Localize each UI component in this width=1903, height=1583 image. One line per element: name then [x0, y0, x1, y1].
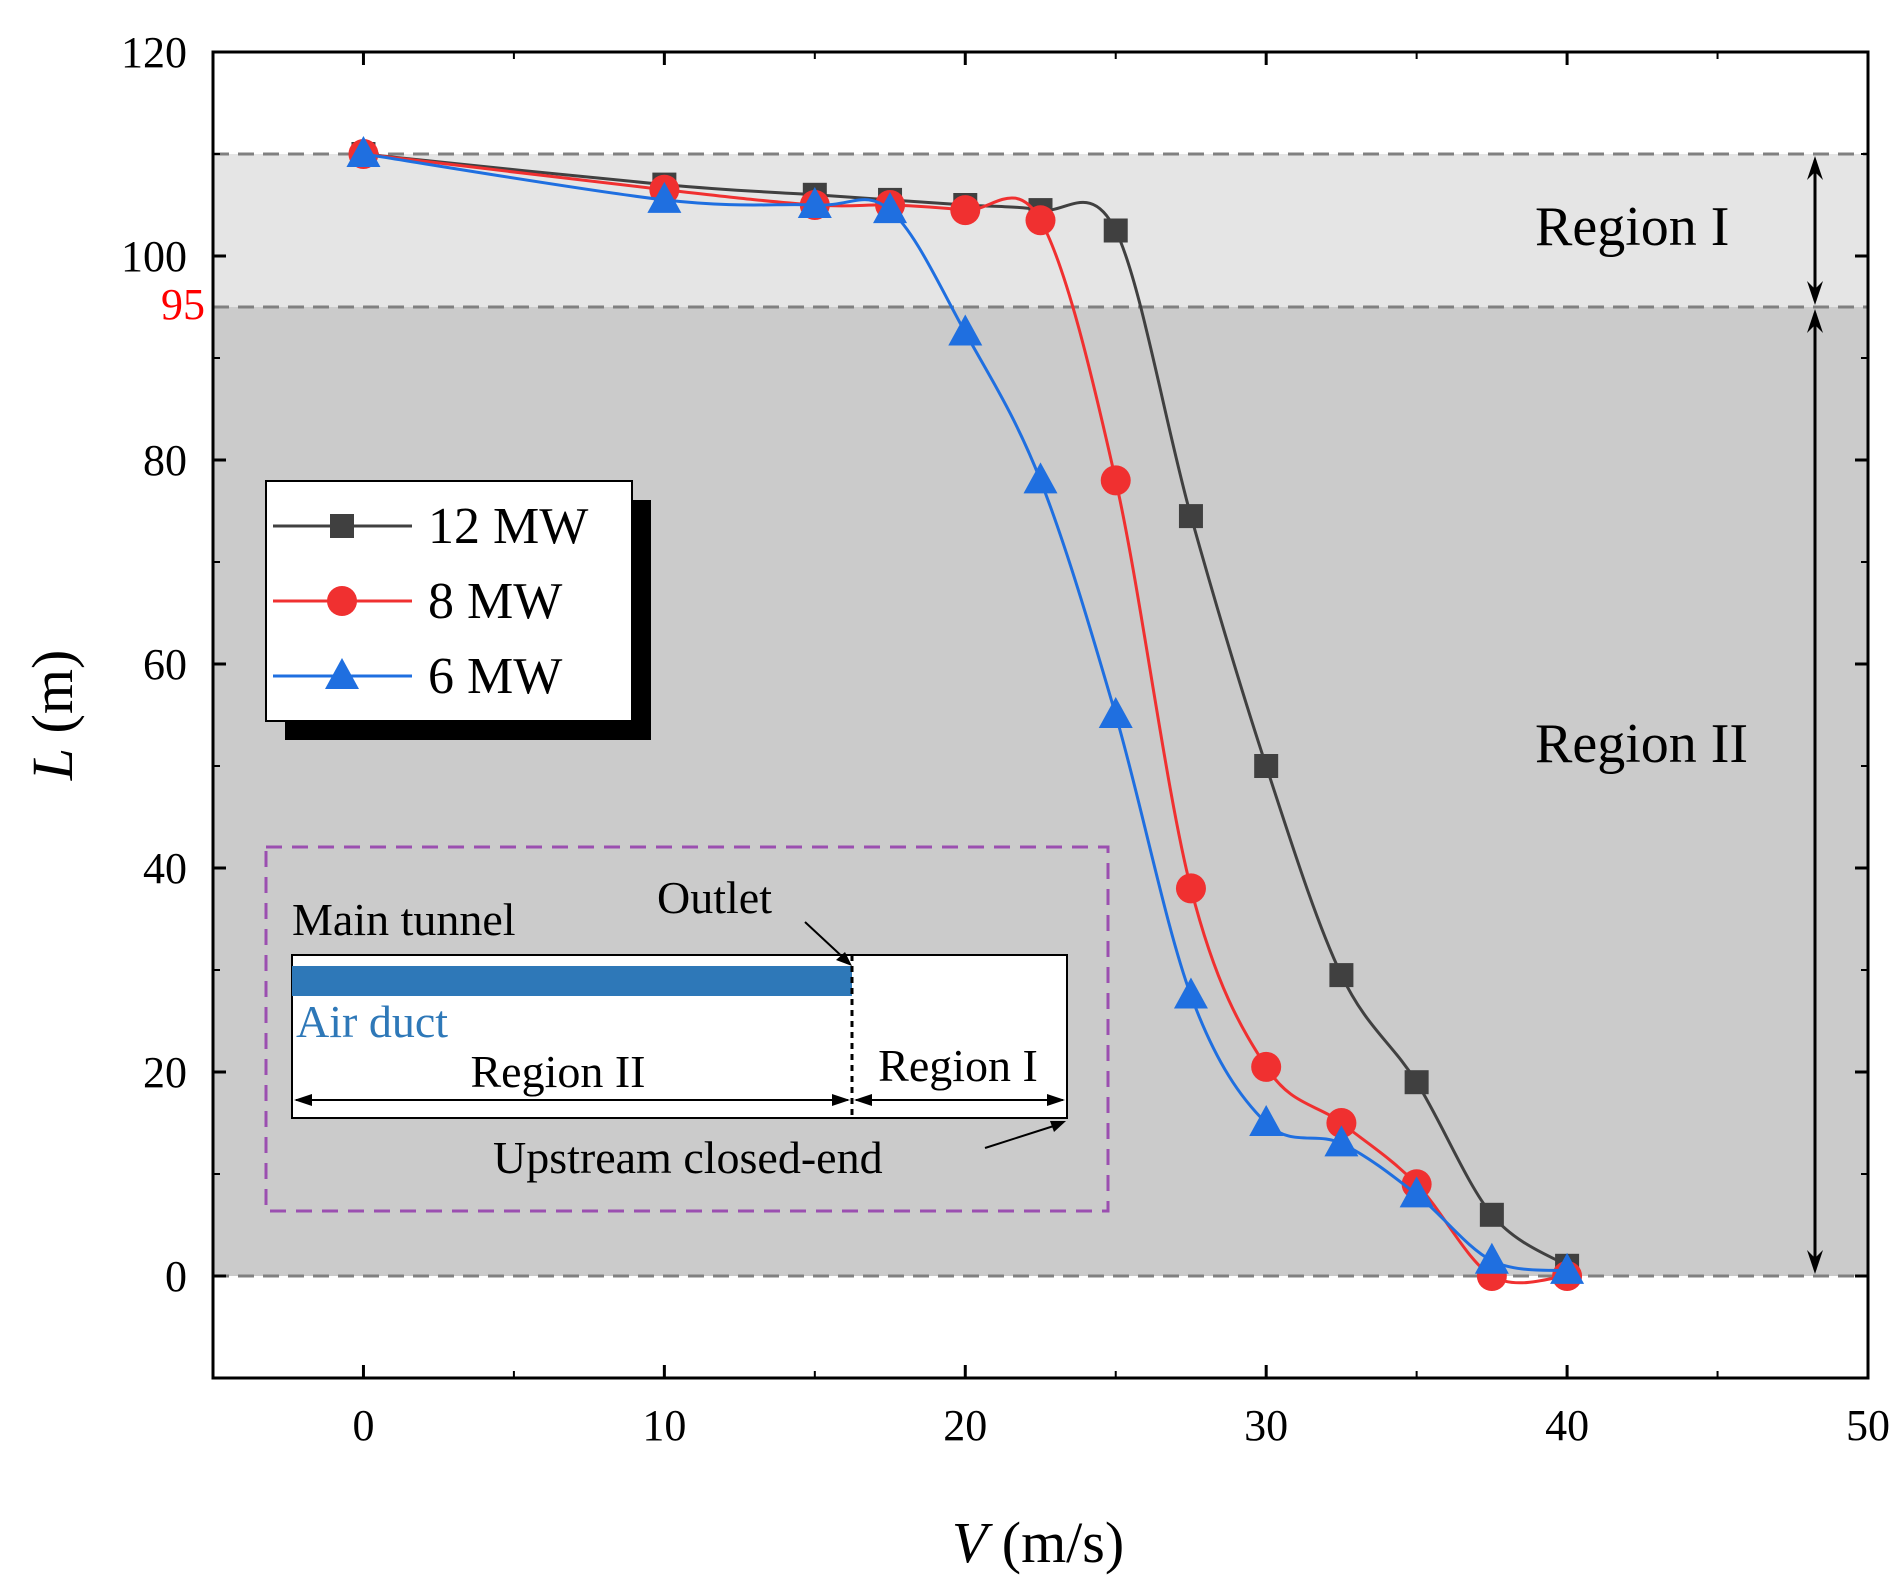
y-tick-label: 40 [143, 844, 187, 893]
legend-marker [330, 514, 354, 538]
x-tick-label: 30 [1244, 1401, 1288, 1450]
x-axis-unit: (m/s) [987, 1510, 1124, 1575]
inset-dashed-frame [264, 845, 1110, 1213]
data-point [1474, 1242, 1509, 1274]
inset-upstream-pointer-head [1050, 1121, 1066, 1132]
inset-region-ii-arrowhead-right [832, 1094, 850, 1106]
data-point [1251, 1051, 1282, 1082]
x-axis-var: V [952, 1510, 994, 1575]
inset-outlet-pointer-head [836, 952, 852, 966]
data-point [1254, 754, 1279, 778]
series-line [363, 152, 1568, 1268]
legend-label: 6 MW [428, 648, 562, 705]
region-boundary-lines [213, 152, 1868, 1278]
inset-region-ii-label: Region II [470, 1046, 645, 1097]
x-tick-label: 40 [1545, 1401, 1589, 1450]
y-tick-label-95: 95 [161, 280, 205, 329]
data-point [1249, 1105, 1284, 1136]
inset-air-duct-label: Air duct [296, 996, 448, 1047]
region-arrow-head-bottom-2 [1807, 1250, 1823, 1274]
legend-item: 12 MW [273, 498, 588, 555]
inset-region-i-label: Region I [878, 1040, 1038, 1091]
y-axis-unit: (m) [20, 650, 85, 748]
data-point [1550, 1252, 1585, 1284]
inset-air-duct-bar [292, 966, 852, 996]
series-layer [346, 136, 1585, 1291]
x-tick-label: 0 [352, 1401, 374, 1450]
region-ii-label: Region II [1535, 713, 1748, 775]
data-point [948, 314, 983, 346]
legend-marker [327, 586, 357, 616]
axis-ticks [212, 50, 1870, 1379]
y-tick-label: 80 [143, 436, 187, 485]
y-axis-title: L (m) [20, 650, 85, 782]
plot-frame [211, 50, 1870, 1380]
legend-label: 12 MW [428, 498, 588, 555]
y-tick-label: 0 [165, 1252, 187, 1301]
data-point [647, 181, 682, 213]
region-arrow-head-top-1 [1807, 156, 1823, 180]
region-i-label: Region I [1535, 196, 1729, 258]
y-tick-label: 60 [143, 640, 187, 689]
inset-schematic: Main tunnel Outlet Air duct Region II Re… [264, 845, 1110, 1213]
data-point [1103, 218, 1128, 243]
data-point [346, 136, 381, 167]
y-axis-var: L [20, 748, 85, 781]
x-tick-label: 20 [943, 1401, 987, 1450]
y-tick-label: 100 [121, 232, 187, 281]
inset-region-i-arrowhead-right [1047, 1094, 1065, 1106]
data-point [873, 192, 908, 224]
x-tick-label: 10 [642, 1401, 686, 1450]
inset-upstream-pointer [984, 1123, 1061, 1149]
legend-item: 6 MW [273, 648, 562, 705]
inset-region-ii-arrowhead-left [294, 1094, 312, 1106]
series-line [363, 152, 1568, 1273]
inset-main-tunnel-label: Main tunnel [292, 894, 516, 945]
legend-marker [325, 658, 359, 689]
data-point [1479, 1202, 1504, 1227]
series-6-mw [346, 136, 1585, 1284]
data-point [950, 195, 981, 226]
y-tick-label: 120 [121, 28, 187, 77]
data-point [1326, 1108, 1357, 1138]
y-tick-label: 20 [143, 1048, 187, 1097]
data-point [1329, 963, 1354, 988]
data-point [1098, 697, 1133, 728]
legend: 12 MW 8 MW 6 MW [265, 480, 651, 740]
data-point [1178, 504, 1203, 529]
data-point [1404, 1070, 1429, 1095]
x-axis-title: V (m/s) [952, 1510, 1124, 1575]
data-point [1399, 1176, 1434, 1208]
inset-upstream-label: Upstream closed-end [493, 1132, 883, 1183]
region-arrows [1807, 156, 1823, 1274]
x-tick-label: 50 [1846, 1401, 1890, 1450]
data-point [1100, 465, 1131, 496]
region-arrow-head-top-2 [1807, 309, 1823, 333]
data-point [1173, 977, 1208, 1009]
data-point [1023, 462, 1058, 494]
region-arrow-head-bottom-1 [1807, 281, 1823, 305]
inset-outlet-pointer [804, 921, 849, 963]
legend-item: 8 MW [273, 573, 562, 630]
data-point [797, 187, 832, 218]
inset-outlet-label: Outlet [657, 872, 772, 923]
legend-label: 8 MW [428, 573, 562, 630]
data-point [1175, 873, 1206, 904]
data-point [1324, 1125, 1359, 1157]
axis-tick-labels: 0 10 20 30 40 50 0 20 40 60 80 100 120 95 [121, 28, 1890, 1450]
data-point [1025, 205, 1056, 236]
inset-region-i-arrowhead-left [854, 1094, 872, 1106]
